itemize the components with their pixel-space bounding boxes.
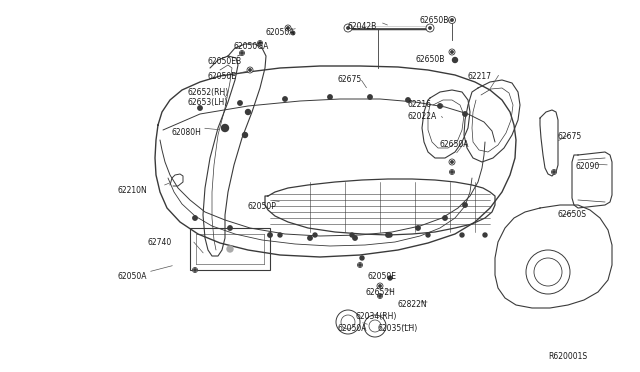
Text: 62050A: 62050A xyxy=(265,28,294,37)
Circle shape xyxy=(221,125,228,131)
Circle shape xyxy=(353,236,357,240)
Circle shape xyxy=(438,104,442,108)
Circle shape xyxy=(268,233,272,237)
Text: R620001S: R620001S xyxy=(548,352,587,361)
Text: 62650B: 62650B xyxy=(415,55,444,64)
Text: 62034(RH): 62034(RH) xyxy=(355,312,396,321)
Circle shape xyxy=(249,69,251,71)
Text: 62050EB: 62050EB xyxy=(208,57,242,66)
Circle shape xyxy=(378,294,383,298)
Circle shape xyxy=(451,19,453,21)
Circle shape xyxy=(257,41,262,45)
Text: 62650B: 62650B xyxy=(420,16,449,25)
Circle shape xyxy=(198,106,202,110)
Text: 62650S: 62650S xyxy=(558,210,587,219)
Circle shape xyxy=(328,95,332,99)
Circle shape xyxy=(449,170,454,174)
Circle shape xyxy=(359,264,361,266)
Text: 62675: 62675 xyxy=(558,132,582,141)
Circle shape xyxy=(483,233,487,237)
Circle shape xyxy=(247,67,253,73)
Text: 62210N: 62210N xyxy=(118,186,148,195)
Text: 62090: 62090 xyxy=(575,162,599,171)
Circle shape xyxy=(463,203,467,207)
Text: 62050A: 62050A xyxy=(338,324,367,333)
Circle shape xyxy=(227,246,233,252)
Circle shape xyxy=(452,58,458,62)
Circle shape xyxy=(228,226,232,230)
Circle shape xyxy=(443,216,447,220)
Circle shape xyxy=(285,25,291,31)
Circle shape xyxy=(463,112,467,116)
Circle shape xyxy=(379,285,381,287)
Text: 62080H: 62080H xyxy=(172,128,202,137)
Circle shape xyxy=(426,24,434,32)
Circle shape xyxy=(379,295,381,297)
Circle shape xyxy=(460,233,464,237)
Circle shape xyxy=(416,226,420,230)
Text: 62050E: 62050E xyxy=(368,272,397,281)
Text: 62022A: 62022A xyxy=(408,112,437,121)
Text: 62042B: 62042B xyxy=(348,22,377,31)
Text: 62216: 62216 xyxy=(408,100,432,109)
Text: 62653(LH): 62653(LH) xyxy=(188,98,228,107)
Circle shape xyxy=(388,276,392,280)
Circle shape xyxy=(238,101,242,105)
Circle shape xyxy=(451,51,453,53)
Circle shape xyxy=(449,159,455,165)
Text: 62652(RH): 62652(RH) xyxy=(188,88,229,97)
Circle shape xyxy=(449,49,455,55)
Circle shape xyxy=(193,216,197,220)
Circle shape xyxy=(308,236,312,240)
Circle shape xyxy=(287,27,289,29)
Circle shape xyxy=(246,109,250,115)
Circle shape xyxy=(291,31,295,35)
Circle shape xyxy=(388,233,392,237)
Text: 62035(LH): 62035(LH) xyxy=(378,324,419,333)
Circle shape xyxy=(360,256,364,260)
Text: 62050P: 62050P xyxy=(248,202,277,211)
Circle shape xyxy=(552,170,557,174)
Circle shape xyxy=(553,171,556,173)
Circle shape xyxy=(386,233,390,237)
Circle shape xyxy=(426,233,430,237)
Circle shape xyxy=(259,42,261,44)
Circle shape xyxy=(358,263,362,267)
Circle shape xyxy=(451,161,453,163)
Circle shape xyxy=(239,51,244,55)
Circle shape xyxy=(193,267,198,273)
Text: 62050E: 62050E xyxy=(208,72,237,81)
Text: 62822N: 62822N xyxy=(398,300,428,309)
Text: 62675: 62675 xyxy=(338,75,362,84)
Text: 62740: 62740 xyxy=(148,238,172,247)
Circle shape xyxy=(449,16,456,23)
Circle shape xyxy=(313,233,317,237)
Circle shape xyxy=(377,283,383,289)
Circle shape xyxy=(194,269,196,271)
Circle shape xyxy=(292,32,294,34)
Text: 62050GA: 62050GA xyxy=(233,42,268,51)
Circle shape xyxy=(243,132,248,138)
Circle shape xyxy=(350,233,354,237)
Circle shape xyxy=(283,97,287,101)
Circle shape xyxy=(368,95,372,99)
Text: 62050A: 62050A xyxy=(118,272,147,281)
Circle shape xyxy=(278,233,282,237)
Circle shape xyxy=(406,98,410,102)
Circle shape xyxy=(241,52,243,54)
Circle shape xyxy=(347,27,349,29)
Text: 62217: 62217 xyxy=(468,72,492,81)
Text: 62652H: 62652H xyxy=(365,288,395,297)
Circle shape xyxy=(344,24,352,32)
Text: 62650A: 62650A xyxy=(440,140,470,149)
Circle shape xyxy=(451,171,453,173)
Circle shape xyxy=(429,27,431,29)
